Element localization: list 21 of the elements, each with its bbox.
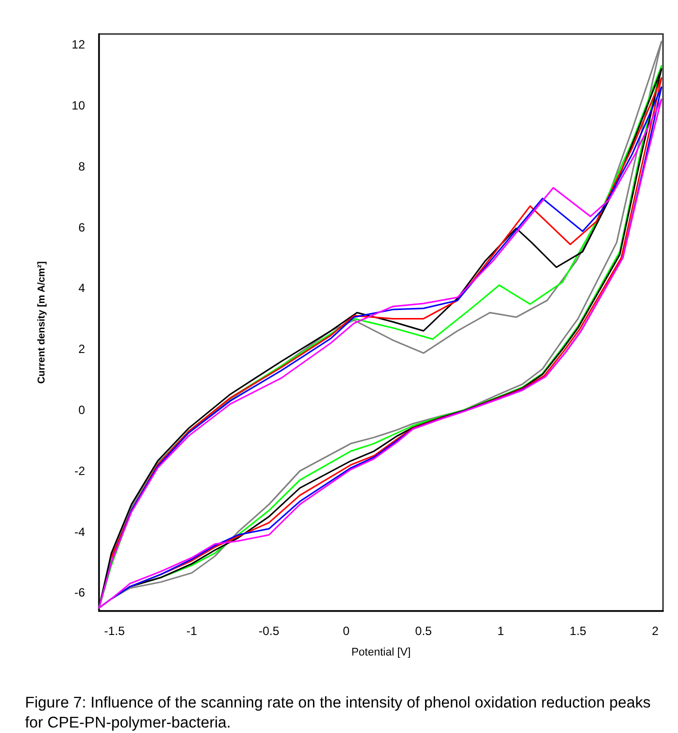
y-axis-title: Current density [m A/cm²] bbox=[36, 261, 48, 384]
y-tick-label: -6 bbox=[74, 586, 86, 600]
x-tick-label: -1.5 bbox=[104, 624, 126, 638]
x-tick-label: 0.5 bbox=[415, 624, 432, 638]
y-tick-label: 4 bbox=[78, 281, 86, 296]
y-tick-label: -2 bbox=[74, 464, 86, 478]
x-axis-title: Potential [V] bbox=[351, 646, 411, 658]
y-tick-label: 2 bbox=[78, 342, 86, 356]
y-tick-label: 6 bbox=[78, 220, 86, 234]
y-tick-label: 10 bbox=[72, 98, 86, 113]
x-tick-label: -0.5 bbox=[258, 624, 280, 638]
y-tick-label: -4 bbox=[74, 524, 86, 539]
x-tick-label: 2 bbox=[652, 624, 659, 638]
y-tick-label: 0 bbox=[78, 403, 86, 418]
x-tick-label: 1.5 bbox=[570, 624, 587, 638]
x-tick-label: -1 bbox=[186, 624, 198, 638]
x-tick-label: 1 bbox=[497, 624, 504, 638]
y-tick-label: 12 bbox=[72, 38, 86, 52]
text: Figure 7: Influence of the scanning rate on the intensity of phenol oxidation reduction peaks for CPE-PN-polymer-bacteria. bbox=[25, 694, 655, 732]
y-tick-label: 8 bbox=[78, 159, 86, 174]
x-tick-label: 0 bbox=[342, 624, 350, 638]
